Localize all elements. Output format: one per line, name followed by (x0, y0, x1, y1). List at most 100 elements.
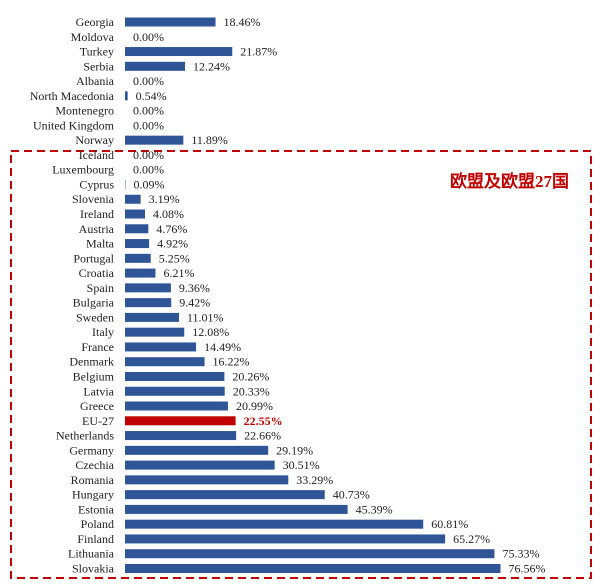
bar-norway (125, 135, 184, 145)
category-label-croatia: Croatia (79, 266, 115, 280)
value-label-czechia: 30.51% (283, 458, 320, 472)
bar-germany (125, 445, 269, 455)
category-label-finland: Finland (77, 532, 114, 546)
bar-slovenia (125, 194, 141, 204)
bar-north-macedonia (125, 91, 128, 101)
value-label-estonia: 45.39% (356, 502, 393, 516)
category-label-georgia: Georgia (76, 15, 115, 29)
value-label-turkey: 21.87% (240, 45, 277, 59)
bar-czechia (125, 460, 275, 470)
bar-greece (125, 401, 228, 411)
category-label-greece: Greece (80, 399, 114, 413)
bar-finland (125, 534, 446, 544)
value-label-france: 14.49% (204, 340, 241, 354)
value-label-north-macedonia: 0.54% (136, 89, 167, 103)
bar-netherlands (125, 431, 237, 441)
value-label-malta: 4.92% (157, 237, 188, 251)
value-label-iceland: 0.00% (133, 148, 164, 162)
category-label-hungary: Hungary (72, 488, 114, 502)
bar-georgia (125, 17, 216, 27)
value-label-norway: 11.89% (191, 133, 228, 147)
bar-spain (125, 283, 171, 293)
category-label-bulgaria: Bulgaria (73, 296, 115, 310)
bars-group: Georgia 18.46% Moldova 0.00% Turkey 21.87% Ser… (30, 15, 546, 575)
value-label-moldova: 0.00% (133, 30, 164, 44)
category-label-malta: Malta (86, 237, 115, 251)
value-label-sweden: 11.01% (187, 310, 224, 324)
bar-eu-27 (125, 416, 236, 426)
value-label-luxembourg: 0.00% (133, 163, 164, 177)
category-label-north-macedonia: North Macedonia (30, 89, 115, 103)
category-label-poland: Poland (81, 517, 114, 531)
value-label-georgia: 18.46% (224, 15, 261, 29)
bar-italy (125, 327, 185, 337)
value-label-albania: 0.00% (133, 74, 164, 88)
bar-romania (125, 475, 289, 485)
category-label-france: France (81, 340, 114, 354)
value-label-slovenia: 3.19% (149, 192, 180, 206)
category-label-latvia: Latvia (83, 384, 114, 398)
bar-slovakia (125, 563, 501, 573)
value-label-latvia: 20.33% (233, 384, 270, 398)
category-label-montenegro: Montenegro (55, 104, 114, 118)
value-label-slovakia: 76.56% (508, 561, 545, 575)
category-label-austria: Austria (79, 222, 115, 236)
value-label-hungary: 40.73% (333, 488, 370, 502)
category-label-moldova: Moldova (71, 30, 115, 44)
category-label-portugal: Portugal (73, 251, 114, 265)
value-label-croatia: 6.21% (163, 266, 194, 280)
category-label-iceland: Iceland (79, 148, 114, 162)
category-label-estonia: Estonia (78, 502, 115, 516)
bar-turkey (125, 47, 233, 57)
category-label-lithuania: Lithuania (68, 547, 115, 561)
value-label-cyprus: 0.09% (133, 177, 164, 191)
value-label-poland: 60.81% (431, 517, 468, 531)
category-label-italy: Italy (92, 325, 114, 339)
value-label-austria: 4.76% (156, 222, 187, 236)
category-label-belgium: Belgium (73, 369, 115, 383)
category-label-romania: Romania (71, 473, 115, 487)
eu-group-frame (10, 150, 592, 579)
bar-ireland (125, 209, 146, 219)
value-label-netherlands: 22.66% (244, 429, 281, 443)
value-label-ireland: 4.08% (153, 207, 184, 221)
bar-bulgaria (125, 298, 172, 308)
category-label-sweden: Sweden (76, 310, 114, 324)
value-label-bulgaria: 9.42% (179, 296, 210, 310)
value-label-germany: 29.19% (276, 443, 313, 457)
category-label-turkey: Turkey (80, 45, 114, 59)
bar-france (125, 342, 197, 352)
value-label-united-kingdom: 0.00% (133, 118, 164, 132)
category-label-slovakia: Slovakia (72, 561, 115, 575)
bar-latvia (125, 386, 225, 396)
category-label-cyprus: Cyprus (79, 177, 114, 191)
bar-denmark (125, 357, 205, 367)
value-label-finland: 65.27% (453, 532, 490, 546)
value-label-spain: 9.36% (179, 281, 210, 295)
category-label-slovenia: Slovenia (72, 192, 115, 206)
value-label-belgium: 20.26% (232, 369, 269, 383)
bar-serbia (125, 61, 186, 71)
value-label-greece: 20.99% (236, 399, 273, 413)
category-label-luxembourg: Luxembourg (52, 163, 114, 177)
bar-poland (125, 519, 424, 529)
category-label-norway: Norway (75, 133, 114, 147)
category-label-czechia: Czechia (75, 458, 114, 472)
category-label-albania: Albania (76, 74, 115, 88)
category-label-serbia: Serbia (83, 59, 114, 73)
bar-belgium (125, 371, 225, 381)
value-label-denmark: 16.22% (213, 355, 250, 369)
bar-lithuania (125, 549, 495, 559)
bar-portugal (125, 253, 151, 263)
category-label-ireland: Ireland (80, 207, 114, 221)
bar-hungary (125, 490, 325, 500)
bar-estonia (125, 504, 348, 514)
category-label-spain: Spain (87, 281, 114, 295)
category-label-united-kingdom: United Kingdom (33, 118, 115, 132)
category-label-netherlands: Netherlands (56, 429, 114, 443)
eu-group-label: 欧盟及欧盟27国 (450, 171, 569, 191)
value-label-lithuania: 75.33% (502, 547, 539, 561)
category-label-denmark: Denmark (69, 355, 114, 369)
bar-croatia (125, 268, 156, 278)
